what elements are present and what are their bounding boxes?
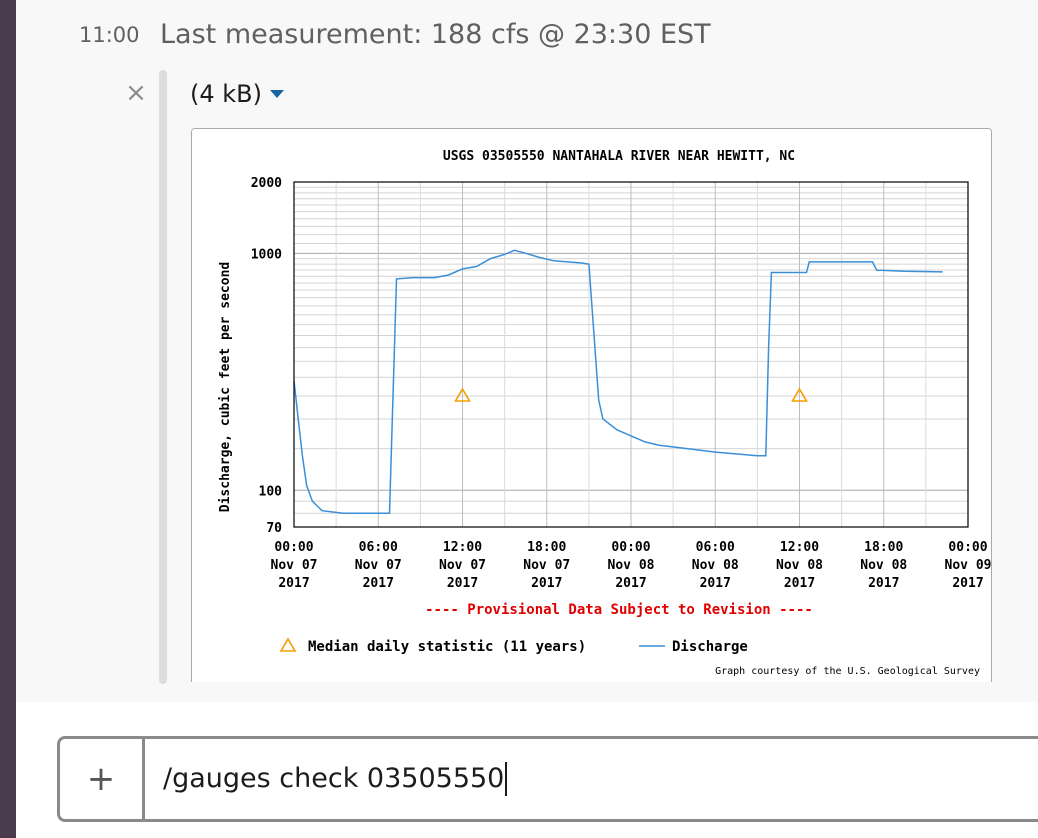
y-tick-label: 2000 — [251, 176, 282, 191]
series-layer — [293, 249, 943, 515]
median-marker — [791, 387, 808, 402]
x-tick-label: Nov 08 — [608, 558, 655, 573]
tick-labels: 2000 1000 100 70 00:00 Nov 07 2017 06:00 Nov 07 2… — [251, 176, 992, 591]
x-tick-label: 00:00 — [274, 540, 313, 555]
message-composer: + /gauges check 03505550 — [57, 736, 1038, 822]
x-tick-label: 18:00 — [527, 540, 566, 555]
x-tick-label: Nov 07 — [355, 558, 402, 573]
x-tick-label: Nov 08 — [692, 558, 739, 573]
x-tick-label: Nov 08 — [776, 558, 823, 573]
x-tick-label: Nov 07 — [523, 558, 570, 573]
message-input[interactable]: /gauges check 03505550 — [163, 762, 508, 796]
chart-title: USGS 03505550 NANTAHALA RIVER NEAR HEWIT… — [443, 149, 795, 164]
legend-median-label: Median daily statistic (11 years) — [308, 639, 586, 655]
provisional-note: ---- Provisional Data Subject to Revisio… — [425, 602, 813, 618]
credit-note: Graph courtesy of the U.S. Geological Su… — [715, 666, 980, 677]
x-tick-label: 2017 — [363, 576, 394, 591]
x-tick-label: Nov 07 — [439, 558, 486, 573]
x-tick-label: 2017 — [447, 576, 478, 591]
x-tick-label: 00:00 — [948, 540, 987, 555]
x-tick-label: 2017 — [784, 576, 815, 591]
legend-discharge-label: Discharge — [672, 639, 748, 655]
x-tick-label: 06:00 — [696, 540, 735, 555]
x-tick-label: Nov 09 — [945, 558, 992, 573]
x-tick-label: 2017 — [531, 576, 562, 591]
x-tick-label: Nov 08 — [860, 558, 907, 573]
attachment-bar — [159, 70, 167, 684]
legend-median-marker — [279, 637, 297, 652]
y-tick-label: 1000 — [251, 247, 282, 262]
x-tick-label: 18:00 — [864, 540, 903, 555]
y-tick-label: 70 — [266, 521, 282, 536]
x-tick-label: 2017 — [700, 576, 731, 591]
y-tick-label: 100 — [259, 484, 283, 499]
x-tick-label: 06:00 — [359, 540, 398, 555]
x-tick-label: 2017 — [952, 576, 983, 591]
caret-down-icon[interactable] — [270, 90, 284, 98]
legend: Median daily statistic (11 years) Discha… — [279, 637, 748, 655]
x-tick-label: 2017 — [278, 576, 309, 591]
plot-border — [293, 181, 969, 528]
close-icon[interactable]: × — [125, 78, 147, 108]
x-tick-label: 2017 — [868, 576, 899, 591]
chart-image[interactable]: USGS 03505550 NANTAHALA RIVER NEAR HEWIT… — [191, 128, 992, 682]
discharge-series-line — [293, 249, 943, 515]
add-attachment-button[interactable]: + — [60, 739, 145, 819]
x-tick-label: Nov 07 — [271, 558, 318, 573]
workspace-sidebar-edge — [0, 0, 16, 838]
x-tick-label: 00:00 — [611, 540, 650, 555]
x-tick-label: 12:00 — [780, 540, 819, 555]
message-timestamp[interactable]: 11:00 — [79, 23, 140, 47]
chart-background — [192, 129, 991, 682]
attachment-size: (4 kB) — [190, 80, 262, 108]
median-marker — [454, 387, 471, 402]
y-axis-label: Discharge, cubic feet per second — [218, 262, 233, 512]
discharge-chart: USGS 03505550 NANTAHALA RIVER NEAR HEWIT… — [192, 129, 992, 682]
x-tick-label: 2017 — [615, 576, 646, 591]
x-tick-label: 12:00 — [443, 540, 482, 555]
message-text: Last measurement: 188 cfs @ 23:30 EST — [160, 19, 711, 50]
